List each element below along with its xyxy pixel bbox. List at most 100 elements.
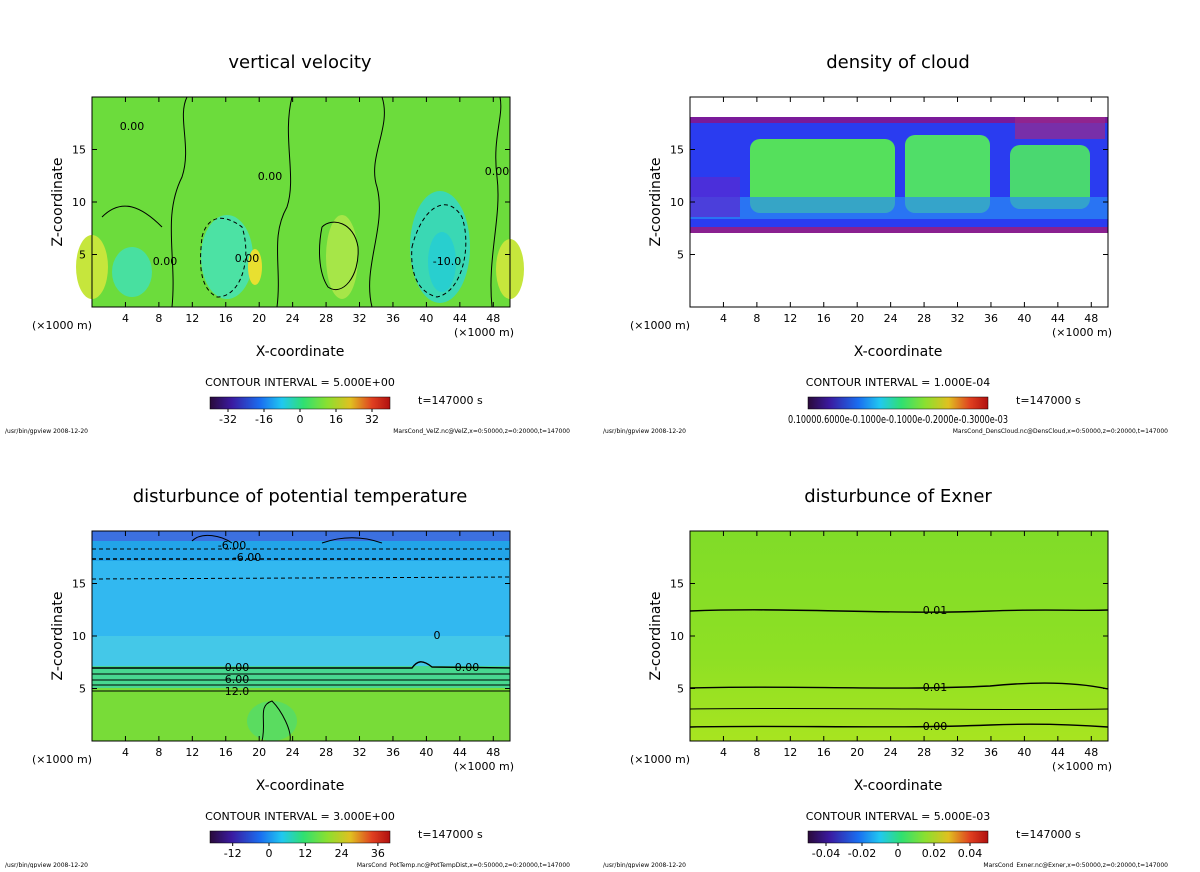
y-tick-label: 5 (677, 683, 684, 696)
colorbar-tick-label: -0.02 (848, 847, 876, 860)
colorbar-tick-label: 16 (329, 413, 343, 426)
y-axis-label: Z-coordinate (50, 157, 66, 246)
source-label: MarsCond_DensCloud.nc@DensCloud,x=0:5000… (953, 428, 1168, 435)
contour-line (490, 96, 502, 308)
colorbar-tick-label: 0 (265, 847, 272, 860)
field (690, 531, 1108, 741)
colorbar-tick-label: 24 (335, 847, 349, 860)
x-tick-label: 16 (219, 312, 233, 325)
x-tick-label: 12 (783, 312, 797, 325)
program-label: /usr/bin/gpview 2008-12-20 (5, 862, 88, 868)
x-tick-label: 12 (185, 746, 199, 759)
x-tick-label: 4 (122, 312, 129, 325)
contour-line (321, 537, 383, 544)
x-tick-label: 24 (286, 312, 300, 325)
field-region (1010, 145, 1090, 209)
contour-line (276, 96, 293, 308)
plot-area: 0.01 0.01 0.00 (689, 531, 1109, 741)
contour-label: 0.00 (455, 661, 480, 674)
contour-line (689, 723, 1109, 728)
x-tick-label: 44 (453, 312, 467, 325)
x-unit: (×1000 m) (32, 753, 92, 766)
x-tick-label: 32 (951, 746, 965, 759)
panel-title: vertical velocity (228, 52, 372, 73)
x-axis-label: X-coordinate (256, 344, 345, 360)
contour-interval: CONTOUR INTERVAL = 5.000E+00 (205, 376, 395, 389)
x-tick-label: 24 (884, 312, 898, 325)
source-label: MarsCond_Exner.nc@Exner,x=0:50000,z=0:20… (983, 862, 1168, 868)
time-label: t=147000 s (1016, 828, 1081, 841)
contour-label: 0.00 (485, 165, 510, 178)
colorbar-tick-label: 0 (895, 847, 902, 860)
y-tick-label: 15 (670, 144, 684, 157)
colorbar (807, 830, 989, 844)
x-tick-label: 16 (219, 746, 233, 759)
x-tick-label: 20 (850, 312, 864, 325)
x-tick-label: 16 (817, 746, 831, 759)
contour-label: 6.00 (225, 673, 250, 686)
colorbar-tick-label: -12 (224, 847, 242, 860)
plot-area (690, 97, 1108, 307)
field-band (92, 666, 510, 688)
plot-area: 0.00 0.00 0.00 0.00 -10.0 0.00 (76, 96, 524, 308)
contour-label: 0.00 (923, 720, 948, 733)
colorbar (209, 396, 391, 410)
contour-line (689, 682, 1109, 690)
x-tick-label: 36 (984, 746, 998, 759)
field-blob (248, 249, 262, 285)
x-tick-label: 24 (884, 746, 898, 759)
contour-line (170, 96, 188, 308)
program-label: /usr/bin/gpview 2008-12-20 (5, 428, 88, 435)
panel-title: disturbunce of potential temperature (133, 486, 468, 507)
contour-line (92, 661, 511, 669)
x-unit: (×1000 m) (454, 326, 514, 339)
contour-line (319, 221, 359, 290)
contour-line (101, 205, 163, 228)
colorbar-tick-label: -0.04 (812, 847, 840, 860)
x-tick-label: 44 (1051, 746, 1065, 759)
x-tick-label: 48 (1084, 312, 1098, 325)
time-label: t=147000 s (418, 394, 483, 407)
x-tick-label: 20 (252, 746, 266, 759)
panel-title: density of cloud (826, 52, 970, 73)
panel: density of cloud 4 8 12 16 20 24 28 32 36 40 44 485… (603, 52, 1168, 435)
x-axis-label: X-coordinate (854, 344, 943, 360)
field-region (750, 139, 895, 213)
y-tick-label: 15 (72, 578, 86, 591)
contour-line (689, 707, 1109, 711)
colorbar-tick-label: 0.04 (958, 847, 983, 860)
contour-line (200, 217, 247, 298)
colorbar-tick-label: -16 (255, 413, 273, 426)
field-blob (326, 215, 358, 299)
x-tick-label: 12 (783, 746, 797, 759)
field-band (92, 688, 510, 741)
x-tick-label: 44 (453, 746, 467, 759)
x-tick-label: 28 (319, 746, 333, 759)
contour-line (369, 96, 385, 308)
field-band (92, 636, 510, 666)
contour-label: 0.01 (923, 681, 948, 694)
x-unit: (×1000 m) (32, 319, 92, 332)
contour-line (261, 700, 291, 742)
time-label: t=147000 s (1016, 394, 1081, 407)
panel: vertical velocity 0.000.00 0.000.00-10.00… (5, 52, 570, 435)
x-tick-label: 24 (286, 746, 300, 759)
colorbar-tick-label: 0.02 (922, 847, 947, 860)
contour-label: 0 (434, 629, 441, 642)
contour-label: -6.00 (218, 539, 246, 552)
x-tick-label: 32 (951, 312, 965, 325)
x-tick-label: 48 (1084, 746, 1098, 759)
x-unit: (×1000 m) (1052, 326, 1112, 339)
y-tick-label: 10 (72, 196, 86, 209)
y-axis-label: Z-coordinate (50, 591, 66, 680)
x-tick-label: 28 (917, 312, 931, 325)
x-tick-label: 36 (386, 312, 400, 325)
colorbar (807, 396, 989, 410)
x-axis-label: X-coordinate (256, 778, 345, 794)
colorbar-tick-label: 32 (365, 413, 379, 426)
x-tick-label: 44 (1051, 312, 1065, 325)
y-tick-label: 10 (670, 196, 684, 209)
x-tick-label: 48 (486, 746, 500, 759)
